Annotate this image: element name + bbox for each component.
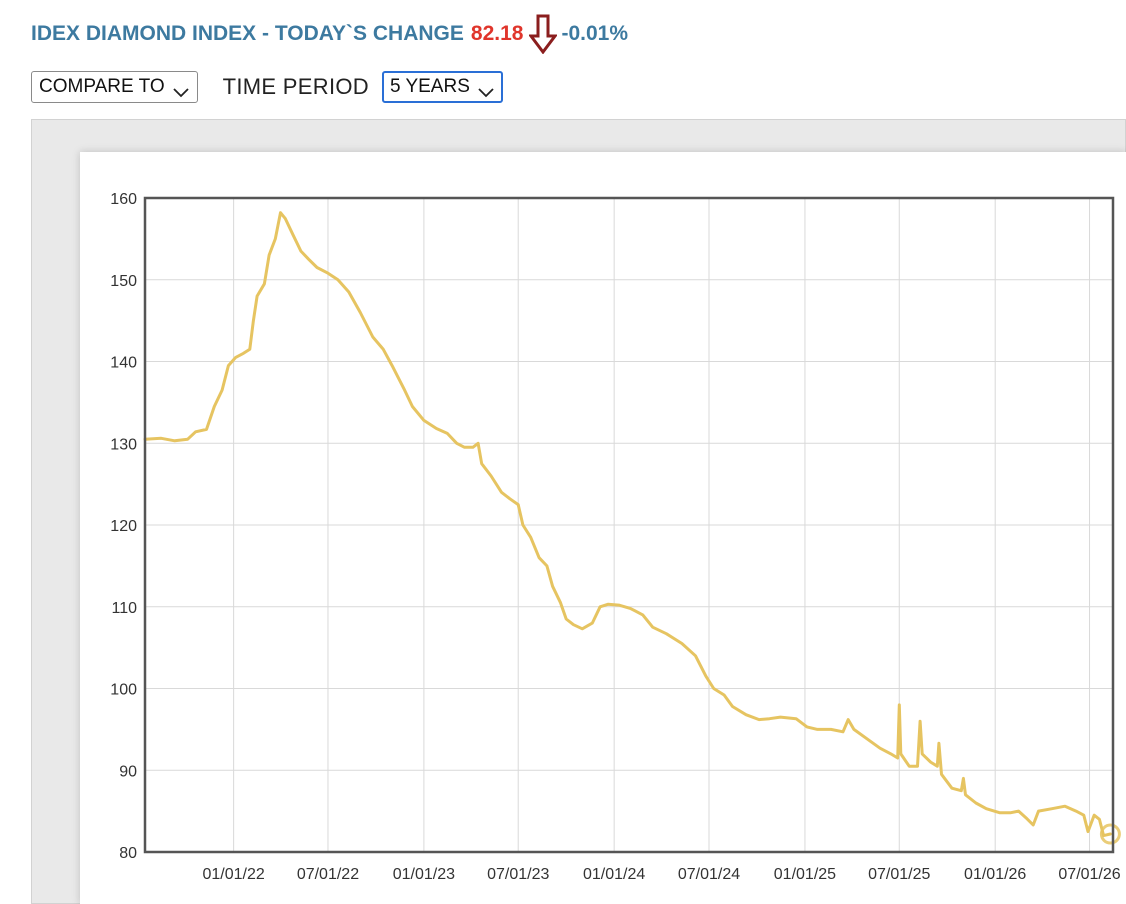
chart-card — [80, 152, 1126, 904]
index-value: 82.18 — [470, 22, 524, 45]
y-tick-label: 80 — [119, 845, 137, 862]
x-tick-label: 07/01/26 — [1058, 866, 1120, 883]
controls-row: COMPARE TO TIME PERIOD 5 YEARS — [31, 71, 503, 103]
x-tick-label: 01/01/24 — [583, 866, 645, 883]
time-period-value: 5 YEARS — [389, 76, 470, 97]
last-point-marker — [1099, 823, 1121, 845]
plot-frame — [143, 196, 1115, 854]
x-tick-label: 07/01/25 — [868, 866, 930, 883]
time-period-select[interactable]: 5 YEARS — [381, 71, 503, 103]
x-tick-label: 01/01/22 — [202, 866, 264, 883]
compare-to-select[interactable]: COMPARE TO — [31, 71, 198, 103]
x-tick-label: 07/01/22 — [297, 866, 359, 883]
x-tick-label: 01/01/23 — [393, 866, 455, 883]
x-tick-label: 07/01/24 — [678, 866, 740, 883]
time-period-label: TIME PERIOD — [222, 74, 369, 99]
chart-series — [143, 211, 1121, 845]
y-axis-labels: 80 90 100 110 120 130 140 150 160 — [110, 191, 137, 862]
change-percent: -0.01% — [561, 22, 628, 45]
y-tick-label: 120 — [110, 518, 137, 535]
series-line — [143, 211, 1112, 838]
chevron-down-icon — [173, 82, 189, 98]
x-tick-label: 07/01/23 — [487, 866, 549, 883]
down-arrow-icon — [528, 14, 559, 55]
y-tick-label: 90 — [119, 763, 137, 780]
x-tick-label: 01/01/25 — [774, 866, 836, 883]
y-tick-label: 160 — [110, 191, 137, 208]
x-axis-labels: 01/01/22 07/01/22 01/01/23 07/01/23 01/01/24… — [202, 866, 1120, 883]
y-tick-label: 110 — [111, 600, 137, 617]
x-tick-label: 01/01/26 — [964, 866, 1026, 883]
page-title: IDEX DIAMOND INDEX - TODAY`S CHANGE — [31, 22, 464, 45]
chevron-down-icon — [478, 82, 494, 98]
chart-grid — [145, 197, 1113, 853]
y-tick-label: 100 — [110, 682, 137, 699]
y-tick-label: 150 — [110, 273, 137, 290]
y-tick-label: 140 — [110, 355, 137, 372]
compare-to-label: COMPARE TO — [39, 76, 165, 97]
y-tick-label: 130 — [110, 436, 137, 453]
page-title-row: IDEX DIAMOND INDEX - TODAY`S CHANGE 82.1… — [31, 14, 628, 55]
